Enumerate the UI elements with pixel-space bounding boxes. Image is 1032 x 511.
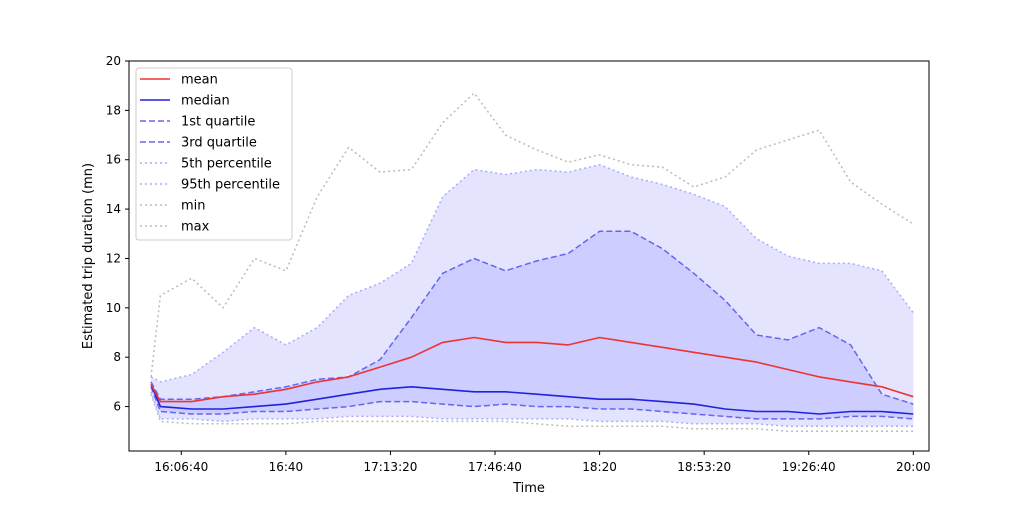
x-tick-label: 18:53:20 bbox=[677, 460, 731, 474]
series-line-3rd-quartile bbox=[150, 230, 914, 405]
quartile-band bbox=[151, 231, 914, 419]
y-axis-ticks: 6 8 10 12 14 16 18 20 bbox=[106, 54, 129, 414]
legend-label: min bbox=[181, 199, 206, 214]
legend-label: 5th percentile bbox=[181, 157, 272, 172]
x-tick-label: 16:06:40 bbox=[154, 460, 208, 474]
x-tick-label: 18:20 bbox=[582, 460, 617, 474]
series-line-min bbox=[150, 393, 914, 433]
bands bbox=[151, 164, 914, 427]
y-tick-label: 14 bbox=[106, 202, 121, 216]
y-tick-label: 18 bbox=[106, 103, 121, 117]
series-line-5th-percentile bbox=[150, 391, 914, 428]
y-axis-label: Estimated trip duration (mn) bbox=[81, 163, 96, 349]
y-tick-label: 8 bbox=[113, 350, 121, 364]
legend-label: max bbox=[181, 220, 210, 235]
y-tick-label: 20 bbox=[106, 54, 121, 68]
legend: mean median 1st quartile 3rd quartile 5th pe… bbox=[135, 67, 293, 241]
plot-frame bbox=[128, 60, 930, 452]
legend-box bbox=[135, 67, 293, 241]
legend-label: mean bbox=[181, 73, 218, 88]
series-line-1st-quartile bbox=[150, 386, 914, 420]
x-tick-label: 17:13:20 bbox=[363, 460, 417, 474]
x-axis-ticks: 16:06:40 16:40 17:13:20 17:46:40 18:20 18:53:… bbox=[154, 451, 931, 474]
series-line-mean bbox=[150, 336, 914, 403]
series-line-95th-percentile bbox=[150, 163, 914, 383]
x-axis-label: Time bbox=[512, 481, 545, 496]
x-tick-label: 17:46:40 bbox=[468, 460, 522, 474]
legend-label: 1st quartile bbox=[181, 115, 255, 130]
y-tick-label: 10 bbox=[106, 301, 121, 315]
legend-label: median bbox=[181, 94, 230, 109]
y-tick-label: 16 bbox=[106, 153, 121, 167]
series-line-median bbox=[150, 384, 914, 415]
y-tick-label: 12 bbox=[106, 251, 121, 265]
series-lines bbox=[150, 92, 914, 433]
y-tick-label: 6 bbox=[113, 400, 121, 414]
legend-label: 95th percentile bbox=[181, 178, 280, 193]
x-tick-label: 16:40 bbox=[269, 460, 304, 474]
x-tick-label: 20:00 bbox=[896, 460, 931, 474]
x-tick-label: 19:26:40 bbox=[782, 460, 836, 474]
legend-label: 3rd quartile bbox=[181, 136, 257, 151]
